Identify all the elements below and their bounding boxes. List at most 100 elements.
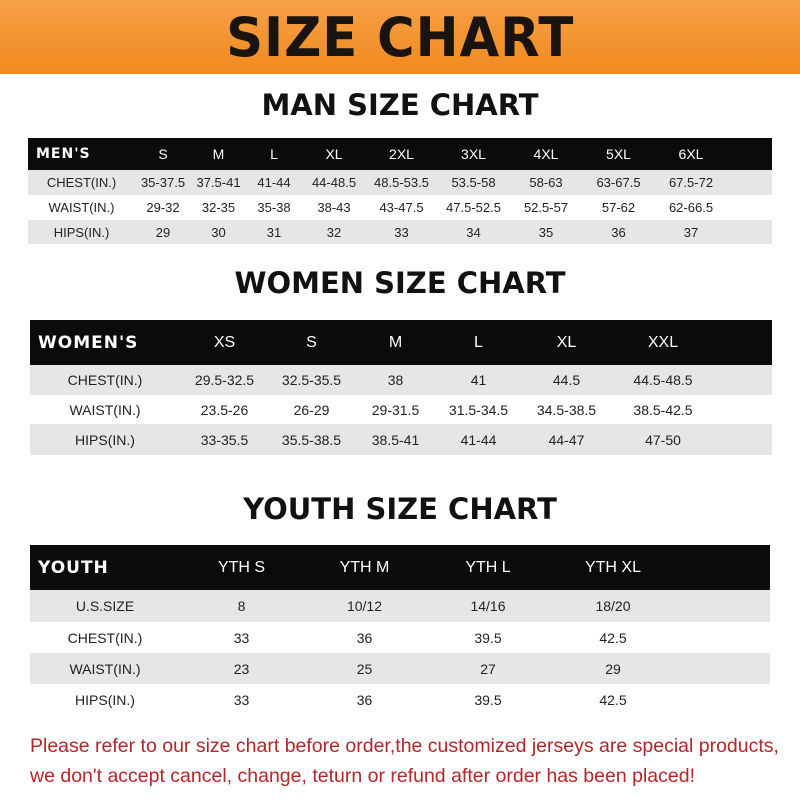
table-cell: 35.5-38.5 (269, 424, 354, 455)
table-cell: 41-44 (437, 424, 520, 455)
row-label: WAIST(IN.) (30, 395, 180, 424)
table-cell: 37 (655, 220, 727, 244)
table-cell: 39.5 (426, 622, 550, 653)
table-cell: 27 (426, 653, 550, 684)
table-cell: 29-32 (135, 195, 191, 220)
table-cell: 32.5-35.5 (269, 365, 354, 395)
table-cell: 18/20 (550, 590, 676, 622)
table-cell: 42.5 (550, 684, 676, 716)
row-label: WAIST(IN.) (28, 195, 135, 220)
header-filler (676, 545, 770, 590)
table-cell: 44.5 (520, 365, 613, 395)
women-title: WOMEN SIZE CHART (234, 266, 566, 300)
table-cell: 38-43 (302, 195, 366, 220)
youth-title: YOUTH SIZE CHART (243, 492, 557, 526)
row-filler (676, 622, 770, 653)
row-label: CHEST(IN.) (28, 170, 135, 195)
table-cell: 23 (180, 653, 303, 684)
table-cell: 35 (510, 220, 582, 244)
row-filler (713, 395, 772, 424)
row-label: HIPS(IN.) (30, 684, 180, 716)
table-cell: 8 (180, 590, 303, 622)
size-header: M (354, 320, 437, 365)
youth-size-table: YOUTH YTH S YTH M YTH L YTH XL U.S.SIZE 8 10/12… (30, 545, 770, 716)
table-cell: 63-67.5 (582, 170, 655, 195)
table-cell: 58-63 (510, 170, 582, 195)
table-cell: 23.5-26 (180, 395, 269, 424)
size-header: 5XL (582, 138, 655, 170)
row-filler (713, 424, 772, 455)
size-header: 4XL (510, 138, 582, 170)
table-cell: 36 (582, 220, 655, 244)
size-header: YTH L (426, 545, 550, 590)
table-cell: 37.5-41 (191, 170, 246, 195)
table-cell: 33 (180, 622, 303, 653)
table-cell: 34.5-38.5 (520, 395, 613, 424)
table-cell: 33-35.5 (180, 424, 269, 455)
table-cell: 33 (366, 220, 437, 244)
row-label: CHEST(IN.) (30, 622, 180, 653)
table-cell: 26-29 (269, 395, 354, 424)
row-filler (676, 653, 770, 684)
size-header: 2XL (366, 138, 437, 170)
size-header: S (135, 138, 191, 170)
table-cell: 53.5-58 (437, 170, 510, 195)
size-header: XL (302, 138, 366, 170)
table-cell: 31 (246, 220, 302, 244)
notice-line-2: we don't accept cancel, change, teturn o… (30, 765, 695, 787)
size-header: S (269, 320, 354, 365)
size-header: YTH S (180, 545, 303, 590)
table-header-label: MEN'S (28, 138, 135, 170)
table-cell: 35-37.5 (135, 170, 191, 195)
table-cell: 62-66.5 (655, 195, 727, 220)
size-header: 3XL (437, 138, 510, 170)
size-header: YTH M (303, 545, 426, 590)
table-cell: 44-47 (520, 424, 613, 455)
row-filler (713, 365, 772, 395)
notice-line-1: Please refer to our size chart before or… (30, 735, 779, 757)
table-cell: 43-47.5 (366, 195, 437, 220)
table-cell: 25 (303, 653, 426, 684)
table-cell: 35-38 (246, 195, 302, 220)
table-header-label: WOMEN'S (30, 320, 180, 365)
header-filler (727, 138, 772, 170)
banner-title: SIZE CHART (225, 5, 575, 69)
size-header: L (246, 138, 302, 170)
size-header: XL (520, 320, 613, 365)
table-cell: 31.5-34.5 (437, 395, 520, 424)
table-cell: 41 (437, 365, 520, 395)
table-cell: 14/16 (426, 590, 550, 622)
row-label: CHEST(IN.) (30, 365, 180, 395)
row-filler (727, 220, 772, 244)
table-cell: 32-35 (191, 195, 246, 220)
table-cell: 36 (303, 622, 426, 653)
size-header: 6XL (655, 138, 727, 170)
table-cell: 44.5-48.5 (613, 365, 713, 395)
size-header: YTH XL (550, 545, 676, 590)
table-cell: 42.5 (550, 622, 676, 653)
table-cell: 41-44 (246, 170, 302, 195)
table-cell: 29-31.5 (354, 395, 437, 424)
table-cell: 47.5-52.5 (437, 195, 510, 220)
table-cell: 10/12 (303, 590, 426, 622)
row-label: HIPS(IN.) (28, 220, 135, 244)
table-cell: 38.5-42.5 (613, 395, 713, 424)
row-filler (676, 684, 770, 716)
table-cell: 52.5-57 (510, 195, 582, 220)
table-cell: 57-62 (582, 195, 655, 220)
size-header: M (191, 138, 246, 170)
table-cell: 29 (135, 220, 191, 244)
table-cell: 29.5-32.5 (180, 365, 269, 395)
table-cell: 36 (303, 684, 426, 716)
table-cell: 39.5 (426, 684, 550, 716)
table-cell: 33 (180, 684, 303, 716)
size-header: L (437, 320, 520, 365)
table-cell: 32 (302, 220, 366, 244)
row-filler (676, 590, 770, 622)
size-header: XXL (613, 320, 713, 365)
women-size-table: WOMEN'S XS S M L XL XXL CHEST(IN.) 29.5-32.5 32.5… (30, 320, 772, 455)
row-label: U.S.SIZE (30, 590, 180, 622)
men-title: MAN SIZE CHART (261, 88, 539, 122)
table-cell: 47-50 (613, 424, 713, 455)
table-cell: 34 (437, 220, 510, 244)
